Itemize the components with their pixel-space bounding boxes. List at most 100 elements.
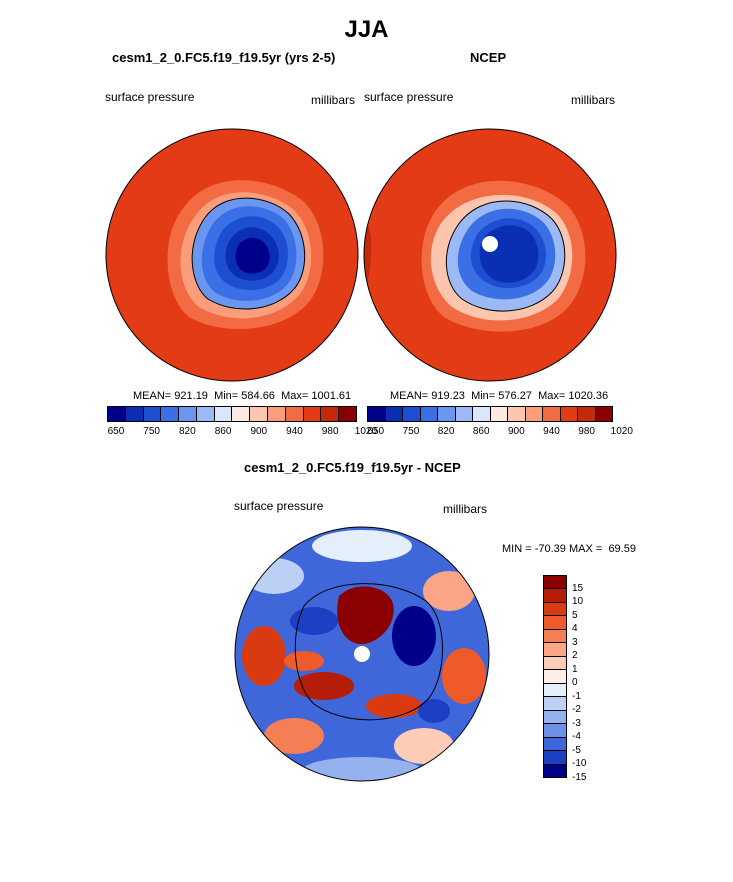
colorbar-swatch	[179, 407, 197, 421]
panel2-ice-core	[479, 225, 539, 283]
panel2-colorbar	[367, 406, 613, 422]
colorbar-swatch	[544, 670, 566, 684]
colorbar-swatch	[403, 407, 421, 421]
colorbar-tick-label: 820	[437, 426, 455, 437]
colorbar-swatch	[525, 407, 543, 421]
colorbar-tick-label: 15	[572, 582, 584, 594]
colorbar-swatch	[268, 407, 286, 421]
colorbar-tick-label: 5	[572, 609, 578, 621]
panel2-left-label: surface pressure	[364, 90, 454, 104]
colorbar-swatch	[473, 407, 491, 421]
panel3-anomaly	[242, 626, 286, 686]
colorbar-tick-label: 750	[402, 426, 420, 437]
figure-title: JJA	[344, 16, 389, 43]
colorbar-tick-label: -2	[572, 704, 581, 716]
colorbar-swatch	[544, 656, 566, 671]
panel2-coastline	[445, 200, 566, 312]
colorbar-tick-label: -3	[572, 717, 581, 729]
colorbar-swatch	[544, 576, 566, 590]
colorbar-swatch	[543, 407, 561, 421]
panel2-right-label: millibars	[571, 93, 616, 107]
colorbar-swatch	[214, 407, 233, 421]
panel1-ice-core	[235, 237, 270, 274]
panel3-right-label: millibars	[443, 502, 488, 516]
panel3-title: cesm1_2_0.FC5.f19_f19.5yr - NCEP	[244, 460, 461, 475]
colorbar-tick-label: 940	[543, 426, 560, 437]
panel1-max-value: 1001.61	[311, 390, 352, 402]
panel2-map-border	[363, 128, 617, 382]
panel1-left-label: surface pressure	[105, 90, 195, 104]
panel3-max-value: 69.59	[608, 543, 636, 555]
colorbar-tick-label: 940	[286, 426, 303, 437]
panel2-mean-value: 919.23	[431, 390, 465, 402]
panel3-min-value: -70.39	[534, 543, 566, 555]
colorbar-tick-label: 980	[321, 426, 339, 437]
panel3-anomaly	[284, 651, 324, 671]
panel1-title: cesm1_2_0.FC5.f19_f19.5yr (yrs 2-5)	[112, 50, 336, 65]
panel3-map-border	[234, 526, 490, 782]
colorbar-swatch	[339, 407, 356, 421]
colorbar-tick-label: 0	[572, 677, 578, 689]
panel3-anomaly	[264, 718, 324, 754]
panel3-anomaly	[290, 607, 338, 635]
panel1-min-value: 584.66	[241, 390, 275, 402]
colorbar-tick-label: 1020	[354, 426, 378, 437]
panel3-anomaly	[394, 728, 454, 764]
colorbar-swatch	[385, 407, 403, 421]
panel3-anomaly	[418, 699, 450, 723]
panel3-positive-core	[337, 586, 394, 645]
colorbar-tick-label: 1020	[610, 426, 633, 437]
panel2-min-value: 576.27	[498, 390, 532, 402]
panel1-colorbar	[107, 406, 357, 422]
colorbar-swatch	[196, 407, 215, 421]
colorbar-tick-label: 650	[107, 426, 125, 437]
colorbar-swatch	[250, 407, 269, 421]
panel2-polar-map	[363, 128, 617, 382]
colorbar-tick-label: 650	[367, 426, 385, 437]
colorbar-tick-label: 2	[572, 650, 578, 662]
panel3-colorbar	[543, 575, 567, 778]
panel3-anomaly	[366, 694, 422, 718]
colorbar-swatch	[544, 602, 566, 617]
colorbar-tick-label: 980	[578, 426, 595, 437]
colorbar-tick-label: 820	[179, 426, 196, 437]
colorbar-swatch	[544, 683, 566, 698]
panel2-stats: MEAN= 919.23 Min= 576.27 Max= 1020.36	[390, 390, 609, 402]
colorbar-swatch	[544, 710, 566, 725]
colorbar-swatch	[285, 407, 304, 421]
panel2-title: NCEP	[470, 50, 507, 65]
panel3-stats: MIN = -70.39 MAX = 69.59	[502, 543, 636, 555]
colorbar-swatch	[544, 724, 566, 738]
panel1-mean-value: 921.19	[174, 390, 208, 402]
colorbar-tick-label: -10	[572, 758, 587, 770]
colorbar-swatch	[321, 407, 340, 421]
colorbar-swatch	[544, 764, 566, 778]
colorbar-swatch	[578, 407, 596, 421]
colorbar-swatch	[544, 589, 566, 603]
colorbar-tick-label: 900	[250, 426, 268, 437]
colorbar-tick-label: 4	[572, 623, 578, 635]
colorbar-swatch	[544, 616, 566, 630]
colorbar-swatch	[125, 407, 144, 421]
colorbar-tick-label: 3	[572, 636, 578, 648]
colorbar-tick-label: 10	[572, 596, 584, 608]
colorbar-swatch	[420, 407, 438, 421]
colorbar-tick-label: -1	[572, 690, 581, 702]
colorbar-swatch	[595, 407, 612, 421]
colorbar-swatch	[560, 407, 578, 421]
panel1-right-label: millibars	[311, 93, 356, 107]
colorbar-swatch	[544, 629, 566, 644]
panel1-stats: MEAN= 921.19 Min= 584.66 Max= 1001.61	[133, 390, 352, 402]
panel3-anomaly	[423, 571, 475, 611]
panel3-left-label: surface pressure	[234, 499, 324, 513]
colorbar-swatch	[508, 407, 526, 421]
panel3-pole-hole	[354, 646, 370, 662]
colorbar-tick-label: -4	[572, 731, 581, 743]
panel2-max-value: 1020.36	[568, 390, 609, 402]
colorbar-swatch	[455, 407, 473, 421]
colorbar-swatch	[490, 407, 508, 421]
panel3-anomaly	[312, 530, 412, 562]
colorbar-swatch	[232, 407, 251, 421]
panel3-coastline	[294, 583, 443, 721]
panel3-anomaly	[442, 648, 486, 704]
